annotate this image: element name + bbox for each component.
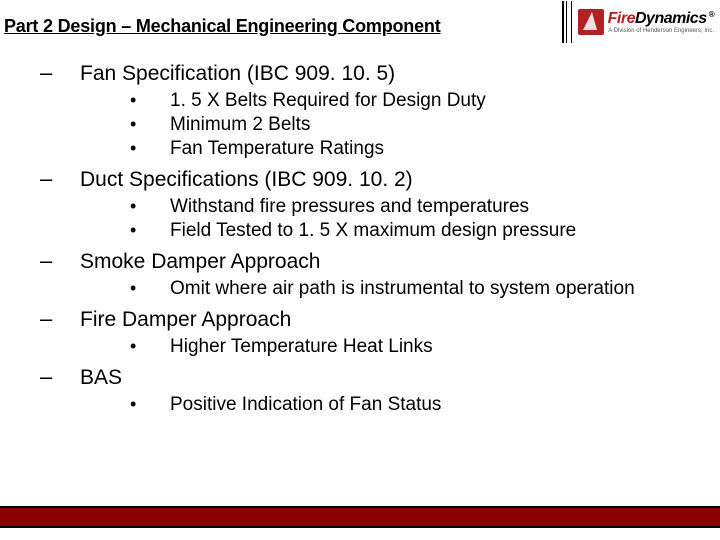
list-item: •1. 5 X Belts Required for Design Duty [130,90,690,112]
logo-brand: FireDynamics® [608,11,714,27]
bullet-icon: • [130,336,170,357]
section-head: – Smoke Damper Approach [40,248,690,274]
bullet-icon: • [130,138,170,159]
list-item: •Higher Temperature Heat Links [130,336,690,358]
section-title: Smoke Damper Approach [80,250,320,274]
bullet-text: Fan Temperature Ratings [170,138,384,160]
dash-icon: – [40,166,80,192]
section-head: – Fan Specification (IBC 909. 10. 5) [40,60,690,86]
dash-icon: – [40,306,80,332]
bullet-icon: • [130,114,170,135]
bullet-text: Minimum 2 Belts [170,114,310,136]
header: Part 2 Design – Mechanical Engineering C… [0,0,720,44]
list-item: •Field Tested to 1. 5 X maximum design p… [130,220,690,242]
section-duct-spec: – Duct Specifications (IBC 909. 10. 2) •… [40,166,690,242]
section-title: Duct Specifications (IBC 909. 10. 2) [80,168,413,192]
bullet-list: •Higher Temperature Heat Links [40,336,690,358]
logo-subtitle: A Division of Henderson Engineers, Inc. [608,28,714,34]
section-head: – BAS [40,364,690,390]
section-fan-spec: – Fan Specification (IBC 909. 10. 5) •1.… [40,60,690,160]
list-item: •Withstand fire pressures and temperatur… [130,196,690,218]
bullet-icon: • [130,220,170,241]
logo-brand-pre: Fire [608,10,635,27]
list-item: •Positive Indication of Fan Status [130,394,690,416]
flame-icon [578,9,604,35]
page-title: Part 2 Design – Mechanical Engineering C… [4,16,441,37]
section-smoke-damper: – Smoke Damper Approach •Omit where air … [40,248,690,300]
bullet-text: Withstand fire pressures and temperature… [170,196,529,218]
list-item: •Fan Temperature Ratings [130,138,690,160]
bullet-text: Higher Temperature Heat Links [170,336,433,358]
dash-icon: – [40,60,80,86]
dash-icon: – [40,364,80,390]
registered-icon: ® [709,10,714,19]
bullet-icon: • [130,90,170,111]
bullet-icon: • [130,278,170,299]
logo-text: FireDynamics® A Division of Henderson En… [608,11,714,34]
logo-divider [562,1,564,43]
bullet-text: 1. 5 X Belts Required for Design Duty [170,90,486,112]
logo-divider [566,1,572,43]
section-fire-damper: – Fire Damper Approach •Higher Temperatu… [40,306,690,358]
section-title: Fan Specification (IBC 909. 10. 5) [80,62,395,86]
list-item: •Omit where air path is instrumental to … [130,278,690,300]
section-bas: – BAS •Positive Indication of Fan Status [40,364,690,416]
bullet-text: Omit where air path is instrumental to s… [170,278,635,300]
brand-logo: FireDynamics® A Division of Henderson En… [562,2,714,42]
list-item: •Minimum 2 Belts [130,114,690,136]
bullet-list: •Omit where air path is instrumental to … [40,278,690,300]
bullet-list: •Withstand fire pressures and temperatur… [40,196,690,242]
bullet-text: Positive Indication of Fan Status [170,394,441,416]
logo-brand-post: Dynamics [635,10,707,27]
bullet-icon: • [130,196,170,217]
section-head: – Duct Specifications (IBC 909. 10. 2) [40,166,690,192]
bullet-icon: • [130,394,170,415]
section-title: Fire Damper Approach [80,308,291,332]
section-title: BAS [80,366,122,390]
section-head: – Fire Damper Approach [40,306,690,332]
bullet-list: •Positive Indication of Fan Status [40,394,690,416]
content-area: – Fan Specification (IBC 909. 10. 5) •1.… [0,44,720,416]
dash-icon: – [40,248,80,274]
bullet-list: •1. 5 X Belts Required for Design Duty •… [40,90,690,160]
footer-bar [0,506,720,528]
bullet-text: Field Tested to 1. 5 X maximum design pr… [170,220,576,242]
